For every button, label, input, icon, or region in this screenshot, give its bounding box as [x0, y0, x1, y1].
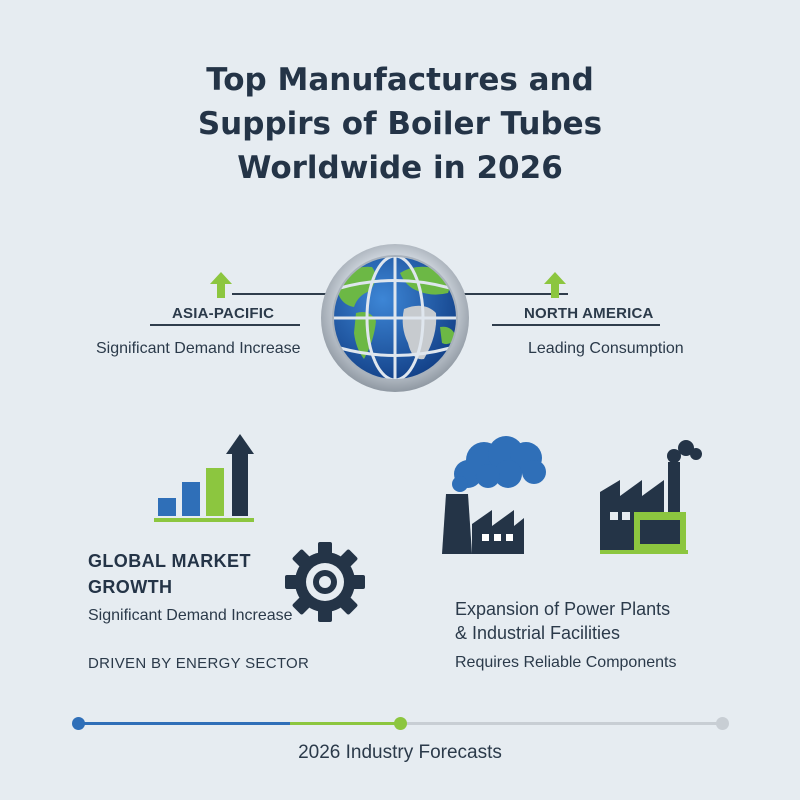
timeline-dot-end: [716, 717, 729, 730]
market-driver: DRIVEN BY ENERGY SECTOR: [88, 655, 310, 672]
title-line-1: Top Manufactures and: [206, 62, 594, 98]
title-line-2: Suppirs of Boiler Tubes: [197, 106, 603, 142]
timeline-segment-blue: [78, 722, 290, 725]
region-sub-asia-pacific: Significant Demand Increase: [96, 340, 301, 357]
globe-connector-left: [232, 293, 340, 295]
factory-icon: [600, 440, 702, 554]
up-arrow-icon: [544, 272, 566, 298]
expansion-sub: Requires Reliable Components: [455, 654, 677, 671]
timeline-segment-green: [290, 722, 400, 725]
timeline-dot-start: [72, 717, 85, 730]
timeline: [72, 716, 732, 732]
market-sub: Significant Demand Increase: [88, 607, 293, 624]
expansion-heading: Expansion of Power Plants & Industrial F…: [455, 597, 670, 645]
title-line-3: Worldwide in 2026: [237, 150, 563, 186]
up-arrow-icon: [210, 272, 232, 298]
timeline-segment-gray: [400, 722, 722, 725]
expansion-heading-line-1: Expansion of Power Plants: [455, 599, 671, 619]
region-underline-right: [492, 324, 660, 326]
page-title: Top Manufactures and Suppirs of Boiler T…: [100, 58, 700, 190]
power-plant-icon: [442, 436, 546, 554]
gear-icon: [285, 542, 365, 622]
growth-chart-icon: [154, 434, 254, 522]
globe-connector-right: [458, 293, 568, 295]
timeline-label: 2026 Industry Forecasts: [298, 742, 502, 763]
market-heading: GLOBAL MARKET GROWTH: [88, 548, 251, 600]
market-heading-line-2: GROWTH: [88, 577, 173, 597]
region-sub-north-america: Leading Consumption: [528, 340, 684, 357]
expansion-heading-line-2: & Industrial Facilities: [455, 623, 621, 643]
region-label-north-america: NORTH AMERICA: [524, 305, 654, 322]
market-heading-line-1: GLOBAL MARKET: [88, 551, 251, 571]
region-label-asia-pacific: ASIA-PACIFIC: [172, 305, 275, 322]
region-underline-left: [150, 324, 300, 326]
timeline-dot-mid: [394, 717, 407, 730]
globe-icon: [321, 244, 469, 392]
